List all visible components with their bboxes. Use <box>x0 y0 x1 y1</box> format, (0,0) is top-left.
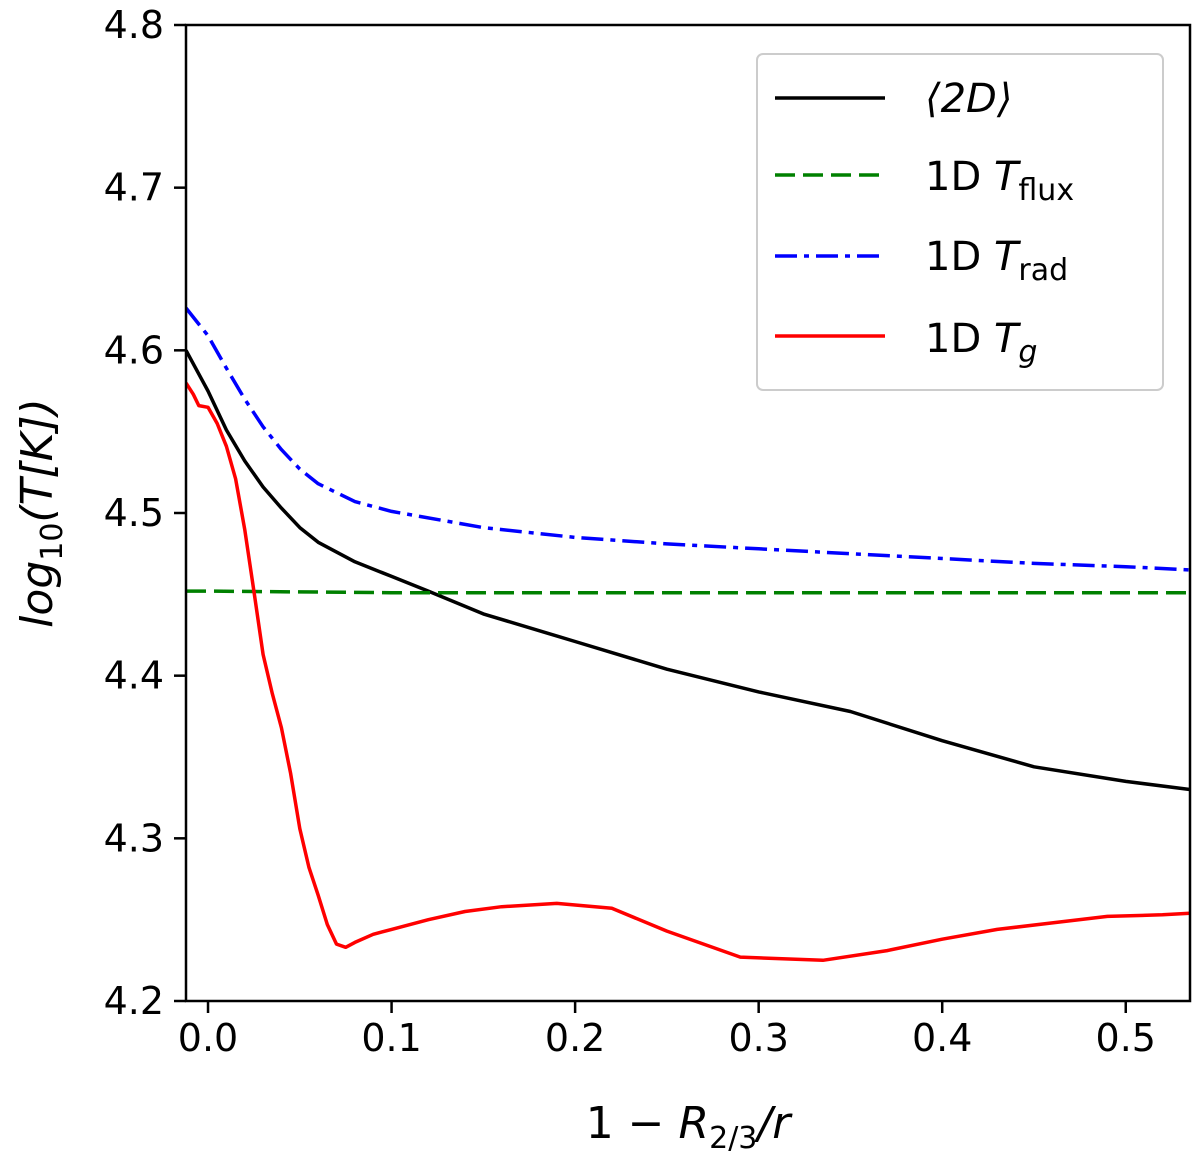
legend-label-2d: ⟨2D⟩ <box>925 76 1012 122</box>
legend-label-tflux-lead: 1D <box>925 154 994 200</box>
series-line-2d <box>186 349 1190 792</box>
y-tick-label: 4.7 <box>104 166 164 210</box>
x-tick-label: 0.0 <box>178 1016 238 1060</box>
y-tick-label: 4.2 <box>104 979 164 1023</box>
legend-label-tflux-sub: flux <box>1018 173 1074 208</box>
x-tick-label: 0.5 <box>1096 1016 1156 1060</box>
x-tick-label: 0.1 <box>361 1016 421 1060</box>
legend-box <box>756 53 1164 391</box>
series-line-1d-tg <box>186 381 1190 963</box>
x-tick-label: 0.4 <box>912 1016 972 1060</box>
series-layer <box>186 306 1190 963</box>
x-axis-label-tail: /r <box>753 1098 793 1149</box>
legend-label-tg-sub: g <box>1018 335 1037 370</box>
y-axis-label: log10(T[K]) <box>12 398 70 628</box>
x-axis-label-lead: 1 − <box>586 1098 679 1149</box>
y-axis-label-lead: log <box>12 561 63 628</box>
x-tick-label: 0.2 <box>545 1016 605 1060</box>
legend-label-trad-sub: rad <box>1018 253 1068 288</box>
y-tick-label: 4.5 <box>104 491 164 535</box>
y-axis-label-sub: 10 <box>35 523 70 561</box>
x-axis-label-var: R <box>679 1098 710 1149</box>
y-tick-label: 4.3 <box>104 816 164 860</box>
x-axis-label: 1 − R2/3/r <box>586 1098 794 1153</box>
y-tick-label: 4.8 <box>104 3 164 47</box>
legend-label-tg-var: T <box>994 316 1022 362</box>
legend: ⟨2D⟩ 1D Tflux 1D Trad 1D Tg <box>756 53 1164 391</box>
legend-label-tflux: 1D Tflux <box>925 154 1074 208</box>
y-tick-label: 4.4 <box>104 654 164 698</box>
x-tick-label: 0.3 <box>728 1016 788 1060</box>
legend-label-trad-lead: 1D <box>925 234 994 280</box>
legend-label-tflux-var: T <box>994 154 1022 200</box>
legend-label-trad: 1D Trad <box>925 234 1068 288</box>
legend-label-tg-lead: 1D <box>925 316 994 362</box>
y-axis-ticks: 4.2 4.3 4.4 4.5 4.6 4.7 4.8 <box>104 3 186 1023</box>
legend-label-trad-var: T <box>994 234 1022 280</box>
y-tick-label: 4.6 <box>104 328 164 372</box>
series-line-1d-tflux <box>186 589 1190 595</box>
x-axis-ticks: 0.0 0.1 0.2 0.3 0.4 0.5 <box>178 1001 1156 1060</box>
y-axis-label-tail: (T[K]) <box>12 398 63 522</box>
series-line-1d-trad <box>186 306 1190 572</box>
legend-label-tg: 1D Tg <box>925 316 1037 370</box>
x-axis-label-sub: 2/3 <box>709 1121 757 1153</box>
legend-label-2d-text: ⟨2D⟩ <box>925 76 1012 122</box>
